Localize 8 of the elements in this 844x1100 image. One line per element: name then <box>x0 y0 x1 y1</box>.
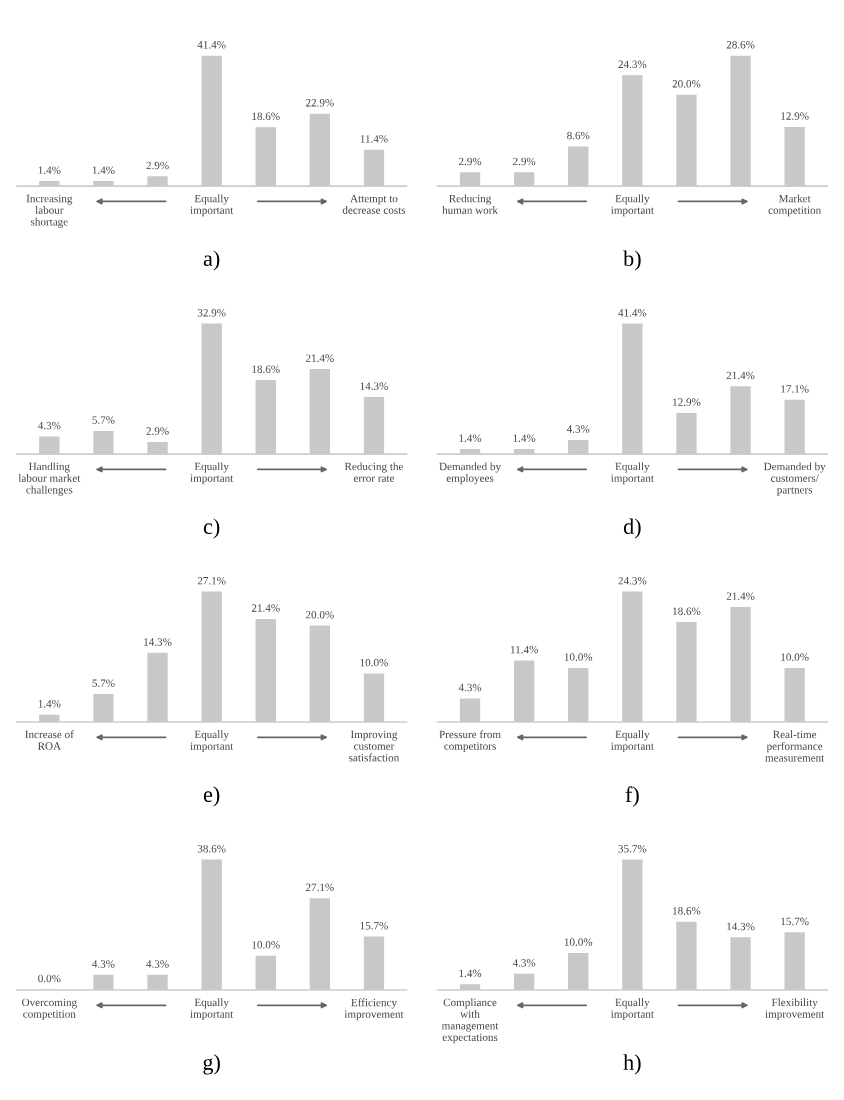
x-axis-title: d) <box>623 518 641 539</box>
x-axis-title: h) <box>623 1054 641 1075</box>
x-axis-title: a) <box>203 250 220 271</box>
x-axis-title: b) <box>623 250 641 271</box>
x-axis-title: c) <box>203 518 220 539</box>
x-axis-title: f) <box>625 786 639 807</box>
x-axis-title: g) <box>203 1054 220 1075</box>
x-axis-title: e) <box>203 786 220 807</box>
